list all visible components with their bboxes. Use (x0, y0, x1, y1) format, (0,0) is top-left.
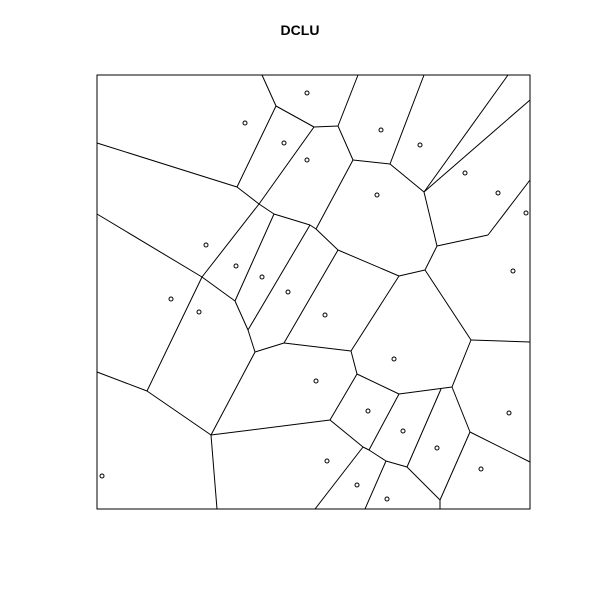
cell-edge (315, 159, 354, 230)
cell-edge (314, 446, 364, 510)
cell-edge (234, 300, 249, 331)
cell-edge (406, 388, 442, 468)
cell-edge (201, 203, 260, 278)
cell-edge (368, 393, 400, 451)
site-point (384, 496, 390, 502)
cell-edge (398, 269, 426, 277)
site-point (417, 142, 423, 148)
cell-edge (247, 329, 256, 353)
cell-edge (273, 213, 311, 226)
cell-edge (368, 449, 387, 462)
site-point (322, 312, 328, 318)
cell-edge (356, 373, 400, 395)
cell-edge (236, 105, 277, 188)
site-point (304, 90, 310, 96)
cell-edge (309, 224, 317, 230)
cell-edge (350, 350, 358, 375)
cell-edge (398, 386, 453, 395)
site-point (196, 309, 202, 315)
cell-edge (337, 249, 400, 277)
cell-edge (362, 446, 370, 451)
site-point (354, 482, 360, 488)
cell-edge (424, 245, 438, 271)
cell-edge (210, 434, 218, 510)
cell-edge (329, 373, 358, 421)
site-point (324, 458, 330, 464)
site-point (495, 190, 501, 196)
cell-edge (96, 371, 148, 392)
cell-edge (350, 275, 400, 352)
cell-edge (283, 249, 339, 344)
cell-edge (406, 466, 441, 501)
cell-edges (96, 74, 531, 510)
cell-edge (337, 125, 354, 161)
cell-edge (146, 390, 212, 436)
cell-edge (423, 74, 509, 193)
cell-edge (385, 460, 408, 468)
site-point (242, 120, 248, 126)
cell-edge (423, 191, 438, 247)
site-point (391, 356, 397, 362)
site-point (510, 268, 516, 274)
site-point (168, 296, 174, 302)
site-points (99, 90, 529, 502)
site-point (233, 263, 239, 269)
cell-edge (329, 419, 364, 448)
cell-edge (313, 125, 339, 128)
cell-edge (258, 203, 275, 215)
site-point (203, 242, 209, 248)
cell-edge (424, 269, 472, 341)
cell-edge (352, 159, 391, 165)
cell-edge (210, 351, 256, 436)
cell-edge (451, 339, 472, 388)
site-point (313, 378, 319, 384)
cell-edge (439, 431, 471, 501)
diagram-title: DCLU (280, 22, 320, 38)
site-point (304, 157, 310, 163)
site-point (523, 210, 529, 216)
site-point (259, 274, 265, 280)
site-point (281, 140, 287, 146)
site-point (434, 445, 440, 451)
cell-edge (337, 74, 359, 127)
site-point (365, 408, 371, 414)
cell-edge (451, 386, 471, 433)
cell-edge (389, 74, 425, 165)
site-point (462, 170, 468, 176)
cell-edge (283, 342, 352, 352)
cell-edge (210, 419, 331, 436)
cell-edge (469, 431, 531, 463)
site-point (374, 192, 380, 198)
cell-edge (254, 342, 285, 353)
site-point (400, 428, 406, 434)
cell-edge (201, 276, 236, 302)
site-point (285, 289, 291, 295)
cell-edge (96, 142, 238, 188)
cell-edge (423, 99, 531, 193)
cell-edge (236, 186, 260, 205)
cell-edge (261, 74, 277, 107)
site-point (506, 410, 512, 416)
cell-edge (96, 213, 203, 278)
site-point (378, 127, 384, 133)
cell-edge (389, 163, 425, 193)
site-point (478, 466, 484, 472)
site-point (99, 473, 105, 479)
cell-edge (364, 460, 387, 510)
cell-edge (247, 224, 311, 331)
cell-edge (487, 179, 531, 236)
cell-edge (258, 126, 315, 205)
cell-edge (436, 234, 489, 247)
cell-edge (315, 228, 339, 251)
cell-edge (146, 276, 203, 392)
plot-frame (96, 74, 531, 510)
cell-edge (470, 339, 531, 343)
cell-edge (275, 105, 315, 128)
cell-edge (234, 213, 275, 302)
